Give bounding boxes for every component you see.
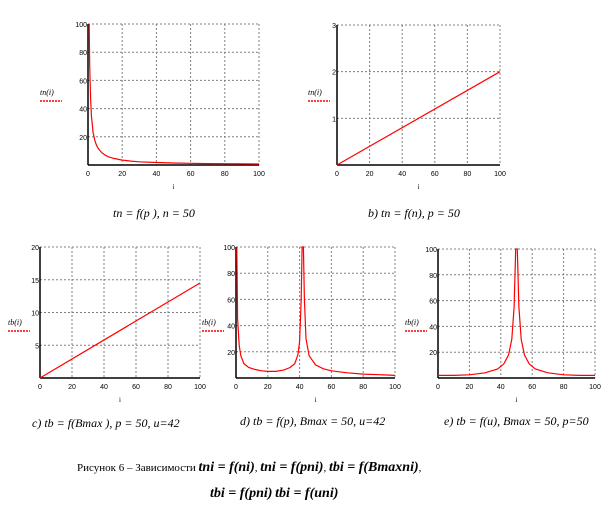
x-tick-label: 60 [187,171,195,178]
x-tick-label: 80 [359,384,367,391]
x-tick-label: 60 [132,384,140,391]
x-tick-label: 0 [335,171,339,178]
y-tick-label: 60 [429,299,437,306]
x-tick-label: 0 [86,171,90,178]
caption-d: d) tb = f(p), Bmax = 50, u=42 [240,414,386,428]
x-tick-label: 80 [164,384,172,391]
figure-caption-prefix: Рисунок 6 – Зависимости [77,462,196,474]
x-tick-label: 100 [194,384,206,391]
series-line [39,282,201,379]
y-tick-label: 20 [31,245,39,252]
x-axis-label: i [418,183,420,191]
y-tick-label: 10 [31,311,39,318]
y-tick-label: 100 [425,247,437,254]
y-tick-label: 80 [227,271,235,278]
x-tick-label: 80 [221,171,229,178]
y-axis-label: tb(i) [202,318,216,327]
caption-e: e) tb = f(u), Bmax = 50, p=50 [444,414,589,428]
equation-2: tni = f(pni) [260,460,324,475]
x-tick-label: 20 [366,171,374,178]
y-tick-label: 5 [35,343,39,350]
equation-3: tbi = f(Bmaxni) [328,460,419,475]
series-line [88,23,260,165]
caption-a: tn = f(p ), n = 50 [113,206,195,220]
y-tick-label: 100 [75,22,87,29]
x-tick-label: 60 [528,384,536,391]
y-tick-label: 40 [227,324,235,331]
y-tick-label: 20 [429,350,437,357]
equation-1: tni = f(ni) [198,460,255,475]
y-tick-label: 80 [429,273,437,280]
x-tick-label: 20 [118,171,126,178]
x-tick-label: 100 [389,384,401,391]
figure-caption-line2: tbi = f(pni) tbi = f(uni) [210,486,338,502]
equation-4: tbi = f(pni) [210,486,273,501]
x-axis-label: i [119,396,121,404]
x-tick-label: 60 [328,384,336,391]
x-tick-label: 20 [466,384,474,391]
x-tick-label: 40 [398,171,406,178]
y-tick-label: 60 [227,297,235,304]
x-axis-label: i [516,396,518,404]
x-tick-label: 40 [100,384,108,391]
y-tick-label: 40 [429,324,437,331]
y-tick-label: 40 [79,107,87,114]
figure-caption-line1: Рисунок 6 – Зависимости tni = f(ni), tni… [77,460,421,476]
x-tick-label: 100 [589,384,601,391]
y-axis-label: tb(i) [8,318,22,327]
y-tick-label: 100 [223,245,235,252]
x-tick-label: 0 [38,384,42,391]
separator: , [323,462,327,474]
y-tick-label: 1 [332,116,336,123]
x-tick-label: 40 [153,171,161,178]
x-tick-label: 20 [68,384,76,391]
caption-c: c) tb = f(Bmax ), p = 50, u=42 [32,416,180,430]
y-tick-label: 20 [79,135,87,142]
equation-5: tbi = f(uni) [275,486,339,501]
series-line [236,246,396,376]
separator: , [418,462,422,474]
separator: , [254,462,258,474]
y-tick-label: 20 [227,350,235,357]
x-tick-label: 60 [431,171,439,178]
y-tick-label: 2 [332,70,336,77]
y-axis-label: tn(i) [308,88,322,97]
x-tick-label: 80 [560,384,568,391]
x-tick-label: 80 [464,171,472,178]
x-tick-label: 0 [234,384,238,391]
x-tick-label: 20 [264,384,272,391]
series-line [336,71,501,166]
x-tick-label: 100 [494,171,506,178]
x-tick-label: 40 [497,384,505,391]
caption-b: b) tn = f(n), p = 50 [368,206,460,220]
x-tick-label: 100 [253,171,265,178]
y-axis-label: tn(i) [40,88,54,97]
y-tick-label: 60 [79,78,87,85]
x-tick-label: 40 [296,384,304,391]
y-tick-label: 15 [31,278,39,285]
x-axis-label: i [315,396,317,404]
y-axis-label: tb(i) [405,318,419,327]
y-tick-label: 3 [332,23,336,30]
x-tick-label: 0 [436,384,440,391]
x-axis-label: i [173,183,175,191]
y-tick-label: 80 [79,50,87,57]
series-line [438,248,595,376]
